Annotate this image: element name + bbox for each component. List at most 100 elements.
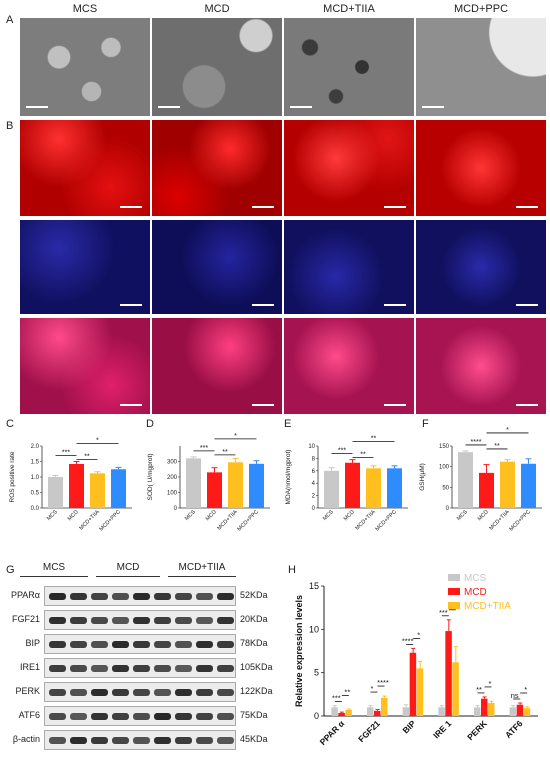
y-tick-label: 4 [312, 481, 316, 487]
fluo-red-mcd-ppc [416, 120, 546, 216]
blot-band [49, 713, 66, 720]
bar [521, 463, 536, 508]
blot-band [154, 593, 171, 600]
tem-image-mcd-ppc [416, 18, 546, 116]
panel-d-letter: D [146, 418, 154, 430]
fluo-merge-mcd [152, 318, 282, 414]
blot-weight-label: 75KDa [240, 710, 268, 720]
bar [488, 703, 495, 716]
blot-band [217, 713, 234, 720]
significance-label: *** [62, 450, 70, 457]
x-tick-label: MCS [184, 509, 197, 522]
bar [481, 698, 488, 716]
x-tick-label: MCD [205, 509, 218, 522]
blot-group-line [20, 576, 88, 577]
blot-band [133, 665, 150, 672]
bar [479, 472, 494, 508]
blot-row [44, 658, 236, 678]
col-title-mcs: MCS [72, 3, 98, 15]
bar [374, 710, 381, 716]
col-title-mcd: MCD [204, 3, 230, 15]
x-tick-label: MCD+PPC [237, 509, 260, 532]
blot-band [196, 713, 213, 720]
blot-band [49, 617, 66, 624]
blot-weight-label: 105KDa [240, 662, 273, 672]
blot-band [70, 689, 87, 696]
blot-band [91, 713, 108, 720]
blot-protein-label: FGF21 [11, 614, 40, 624]
blot-band [112, 665, 129, 672]
x-tick-label: MCD [343, 509, 356, 522]
blot-band [133, 713, 150, 720]
fluo-blue-mcs [20, 220, 150, 314]
significance-label: ** [371, 436, 377, 443]
legend-swatch [448, 588, 460, 595]
y-tick-label: 5 [314, 668, 319, 678]
bar [387, 468, 402, 508]
blot-band [91, 689, 108, 696]
legend-label: MCD [464, 587, 487, 598]
x-tick-label: MCS [456, 509, 469, 522]
blot-band [154, 737, 171, 744]
bar [445, 631, 452, 716]
blot-band [154, 617, 171, 624]
blot-band [91, 737, 108, 744]
x-tick-label: IRE 1 [431, 718, 453, 740]
blot-band [112, 641, 129, 648]
legend-swatch [448, 574, 460, 581]
y-axis-label: ROS positive rate [9, 451, 16, 502]
y-tick-label: 100 [439, 465, 450, 471]
bar [367, 707, 374, 716]
blot-row [44, 610, 236, 630]
blot-group-line [168, 576, 236, 577]
blot-protein-label: β-actin [12, 734, 40, 744]
blot-weight-label: 78KDa [240, 638, 268, 648]
panel-a-letter: A [6, 14, 14, 26]
y-tick-label: 6 [312, 469, 316, 475]
bar [366, 468, 381, 508]
significance-label: * [371, 684, 374, 693]
col-title-mcd-tiia: MCD+TIIA [323, 3, 375, 15]
significance-label: **** [402, 636, 414, 645]
blot-band [133, 641, 150, 648]
blot-band [196, 593, 213, 600]
y-tick-label: 1.5 [31, 460, 40, 466]
panel-c-letter: C [6, 418, 14, 430]
y-tick-label: 0 [446, 506, 450, 512]
tem-image-mcd [152, 18, 282, 116]
blot-band [133, 737, 150, 744]
y-tick-label: 100 [167, 491, 178, 497]
y-tick-label: 10 [309, 624, 319, 634]
blot-band [175, 617, 192, 624]
blot-band [70, 665, 87, 672]
blot-band [217, 617, 234, 624]
blot-weight-label: 52KDa [240, 590, 268, 600]
blot-band [175, 713, 192, 720]
x-tick-label: BIP [400, 718, 417, 735]
bar [345, 709, 352, 716]
x-tick-label: ATF6 [503, 718, 525, 740]
blot-band [217, 665, 234, 672]
bar [345, 462, 360, 508]
fluo-merge-mcd-tiia [284, 318, 414, 414]
blot-protein-label: IRE1 [19, 662, 40, 672]
y-tick-label: 200 [167, 475, 178, 481]
fluo-red-mcd [152, 120, 282, 216]
fluo-blue-mcd-tiia [284, 220, 414, 314]
bar [516, 704, 524, 716]
blot-protein-label: PERK [15, 686, 40, 696]
tem-image-mcs [20, 18, 150, 116]
blot-band [49, 665, 66, 672]
blot-group-line [96, 576, 160, 577]
bar [338, 712, 345, 716]
bar [324, 470, 339, 508]
significance-label: *** [200, 445, 208, 452]
bar [90, 473, 105, 508]
panel-f-letter: F [422, 418, 429, 430]
y-tick-label: 10 [308, 444, 315, 450]
x-tick-label: MCD+PPC [509, 509, 532, 532]
y-axis-label: GSH(μM) [419, 463, 426, 491]
blot-weight-label: 45KDa [240, 734, 268, 744]
bar [474, 707, 481, 716]
